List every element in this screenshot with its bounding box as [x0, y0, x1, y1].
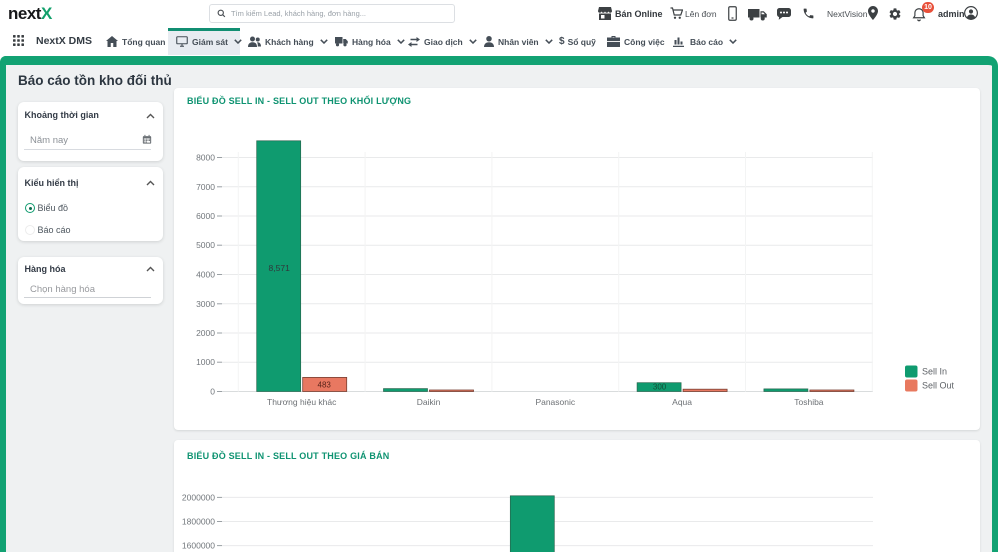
- svg-text:2000000: 2000000: [182, 492, 215, 502]
- svg-text:1600000: 1600000: [182, 541, 215, 551]
- svg-text:Aqua: Aqua: [672, 397, 692, 407]
- svg-text:Sell In: Sell In: [922, 367, 947, 377]
- svg-text:1000: 1000: [196, 357, 215, 367]
- svg-text:2000: 2000: [196, 328, 215, 338]
- svg-text:Panasonic: Panasonic: [535, 397, 575, 407]
- svg-text:5000: 5000: [196, 240, 215, 250]
- svg-text:0: 0: [210, 387, 215, 397]
- svg-text:6000: 6000: [196, 211, 215, 221]
- svg-text:8,571: 8,571: [269, 263, 291, 273]
- svg-text:Toshiba: Toshiba: [794, 397, 824, 407]
- svg-text:Thương hiệu khác: Thương hiệu khác: [267, 397, 337, 407]
- svg-text:8000: 8000: [196, 153, 215, 163]
- svg-text:Daikin: Daikin: [417, 397, 441, 407]
- svg-text:300: 300: [653, 383, 667, 392]
- svg-text:7000: 7000: [196, 182, 215, 192]
- svg-text:483: 483: [318, 381, 332, 390]
- svg-text:4000: 4000: [196, 270, 215, 280]
- svg-text:3000: 3000: [196, 299, 215, 309]
- svg-text:1800000: 1800000: [182, 517, 215, 527]
- svg-text:Sell Out: Sell Out: [922, 381, 955, 391]
